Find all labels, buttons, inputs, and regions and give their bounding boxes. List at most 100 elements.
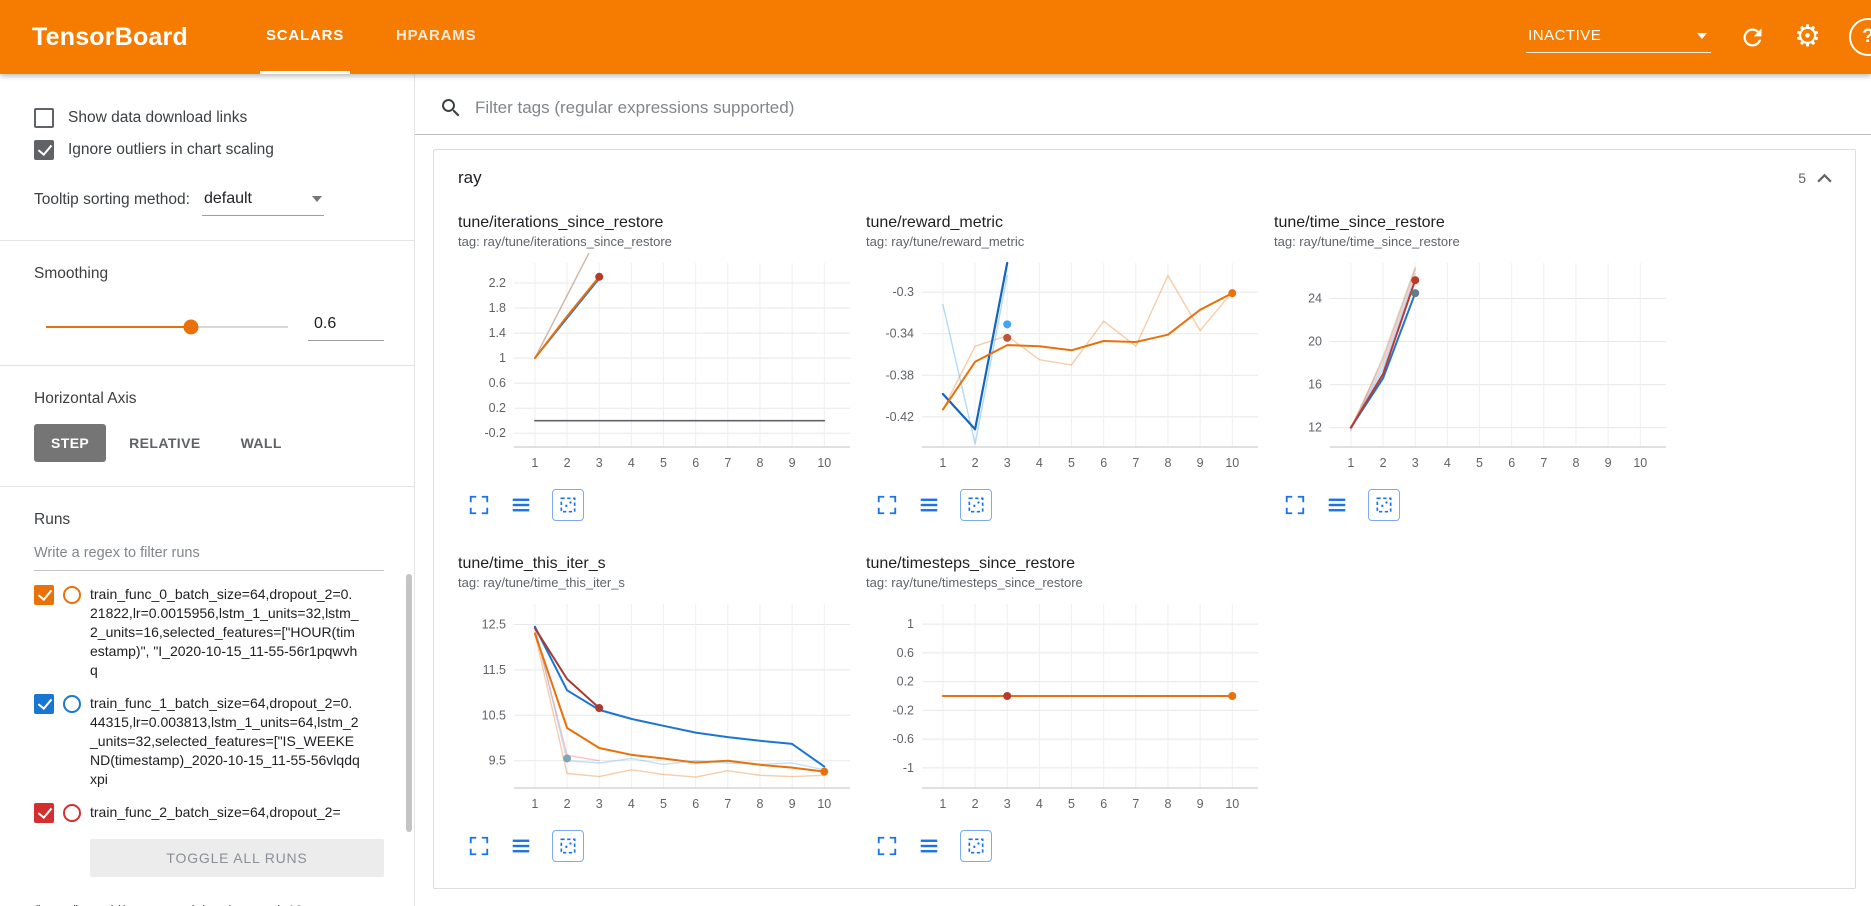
tab-hparams-label: HPARAMS <box>396 27 477 44</box>
expand-chart-icon[interactable] <box>876 494 898 516</box>
runs-scrollbar[interactable] <box>406 574 412 832</box>
fit-domain-icon[interactable] <box>960 830 992 862</box>
smoothing-value[interactable]: 0.6 <box>308 313 384 341</box>
fit-domain-icon[interactable] <box>1368 489 1400 521</box>
svg-text:1: 1 <box>531 456 538 470</box>
refresh-icon[interactable] <box>1739 24 1766 51</box>
run-row[interactable]: train_func_2_batch_size=64,dropout_2= <box>34 803 384 823</box>
menu-lines-icon[interactable] <box>510 835 532 857</box>
chart-actions <box>458 830 858 862</box>
tag-filter-row <box>415 74 1871 135</box>
run-row[interactable]: train_func_1_batch_size=64,dropout_2=0.4… <box>34 694 384 789</box>
chart-plot[interactable]: 12 16 20 24 1 2 3 4 5 6 7 8 9 10 <box>1274 253 1674 481</box>
svg-text:3: 3 <box>1004 456 1011 470</box>
smoothing-slider-thumb[interactable] <box>183 319 199 335</box>
svg-text:-0.34: -0.34 <box>886 327 915 341</box>
settings-sidebar: Show data download links Ignore outliers… <box>0 74 415 906</box>
svg-text:-0.38: -0.38 <box>886 368 915 382</box>
chart-title: tune/reward_metric <box>866 214 1003 231</box>
svg-text:11.5: 11.5 <box>483 663 506 677</box>
tag-group-title: ray <box>458 168 482 187</box>
axis-relative-button[interactable]: RELATIVE <box>112 424 217 462</box>
data-status-dropdown[interactable]: INACTIVE <box>1526 21 1712 53</box>
svg-text:8: 8 <box>1164 456 1171 470</box>
smoothing-slider[interactable] <box>46 319 288 335</box>
expand-chart-icon[interactable] <box>468 494 490 516</box>
svg-text:6: 6 <box>1100 797 1107 811</box>
svg-text:8: 8 <box>756 797 763 811</box>
runs-filter-input[interactable] <box>34 537 384 571</box>
settings-gear-icon[interactable]: ⚙ <box>1794 19 1821 54</box>
app-toolbar: TensorBoard SCALARS HPARAMS INACTIVE ⚙ ? <box>0 0 1871 74</box>
svg-text:7: 7 <box>724 456 731 470</box>
svg-text:-0.2: -0.2 <box>892 703 914 717</box>
runs-heading: Runs <box>34 511 71 528</box>
show-download-links-checkbox[interactable] <box>34 108 54 128</box>
tag-filter-input[interactable] <box>475 98 1793 118</box>
tab-hparams[interactable]: HPARAMS <box>390 0 482 74</box>
tooltip-sorting-value: default <box>203 190 252 207</box>
svg-text:12: 12 <box>1308 421 1322 435</box>
horizontal-axis-buttons: STEP RELATIVE WALL <box>34 424 384 462</box>
fit-domain-icon[interactable] <box>552 489 584 521</box>
svg-text:0.2: 0.2 <box>489 401 506 415</box>
expand-chart-icon[interactable] <box>468 835 490 857</box>
run-radio[interactable] <box>63 804 81 822</box>
chart-plot[interactable]: -0.42 -0.38 -0.34 -0.3 1 2 3 4 5 6 7 8 9 10 <box>866 253 1266 481</box>
show-download-links-row[interactable]: Show data download links <box>34 108 384 128</box>
toolbar-right: INACTIVE ⚙ ? <box>1526 0 1871 74</box>
svg-text:9: 9 <box>1197 456 1204 470</box>
ignore-outliers-checkbox[interactable] <box>34 140 54 160</box>
run-row[interactable]: train_func_0_batch_size=64,dropout_2=0.2… <box>34 585 384 680</box>
svg-text:6: 6 <box>692 797 699 811</box>
svg-text:20: 20 <box>1308 335 1322 349</box>
help-icon[interactable]: ? <box>1849 18 1871 56</box>
chart-tag: tag: ray/tune/time_since_restore <box>1274 234 1460 249</box>
run-checkbox[interactable] <box>34 803 54 823</box>
tab-scalars[interactable]: SCALARS <box>259 0 351 74</box>
svg-text:3: 3 <box>1412 456 1419 470</box>
svg-text:9: 9 <box>1605 456 1612 470</box>
svg-text:1.8: 1.8 <box>489 301 506 315</box>
svg-text:-0.42: -0.42 <box>886 410 915 424</box>
smoothing-heading: Smoothing <box>34 265 109 282</box>
divider <box>0 486 414 487</box>
run-checkbox[interactable] <box>34 585 54 605</box>
chart-plot[interactable]: 9.5 10.5 11.5 12.5 1 2 3 4 5 6 7 8 9 10 <box>458 594 858 822</box>
menu-lines-icon[interactable] <box>510 494 532 516</box>
main-content: ray 5 tune/iterations_since_restore tag:… <box>415 74 1871 906</box>
tab-scalars-label: SCALARS <box>265 27 345 44</box>
axis-step-button[interactable]: STEP <box>34 424 107 462</box>
svg-text:5: 5 <box>660 797 667 811</box>
tag-group-header[interactable]: ray 5 <box>434 150 1855 206</box>
fit-domain-icon[interactable] <box>552 830 584 862</box>
svg-text:5: 5 <box>1476 456 1483 470</box>
menu-lines-icon[interactable] <box>918 835 940 857</box>
menu-lines-icon[interactable] <box>1326 494 1348 516</box>
fit-domain-icon[interactable] <box>960 489 992 521</box>
toggle-all-runs-button[interactable]: TOGGLE ALL RUNS <box>90 839 384 877</box>
svg-text:8: 8 <box>756 456 763 470</box>
menu-lines-icon[interactable] <box>918 494 940 516</box>
chevron-up-icon[interactable] <box>1816 173 1833 184</box>
run-radio[interactable] <box>63 586 81 604</box>
svg-text:10.5: 10.5 <box>482 708 506 722</box>
expand-chart-icon[interactable] <box>876 835 898 857</box>
chart-plot[interactable]: -1 -0.6 -0.2 0.2 0.6 1 1 2 3 4 5 6 7 8 9 10 <box>866 594 1266 822</box>
chart-plot[interactable]: -0.2 0.2 0.6 1 1.4 1.8 2.2 1 2 3 4 5 6 7 8 9 10 <box>458 253 858 481</box>
smoothing-row: 0.6 <box>34 313 384 341</box>
svg-text:2: 2 <box>564 797 571 811</box>
svg-text:1: 1 <box>499 351 506 365</box>
tooltip-sorting-select[interactable]: default <box>201 188 324 216</box>
svg-text:10: 10 <box>817 456 831 470</box>
axis-wall-button[interactable]: WALL <box>224 424 299 462</box>
svg-text:10: 10 <box>1225 797 1239 811</box>
svg-text:1.4: 1.4 <box>489 326 506 340</box>
expand-chart-icon[interactable] <box>1284 494 1306 516</box>
run-radio[interactable] <box>63 695 81 713</box>
chart-title: tune/time_since_restore <box>1274 214 1445 231</box>
run-checkbox[interactable] <box>34 694 54 714</box>
svg-text:3: 3 <box>596 797 603 811</box>
chart-title: tune/timesteps_since_restore <box>866 555 1075 572</box>
ignore-outliers-row[interactable]: Ignore outliers in chart scaling <box>34 140 384 160</box>
